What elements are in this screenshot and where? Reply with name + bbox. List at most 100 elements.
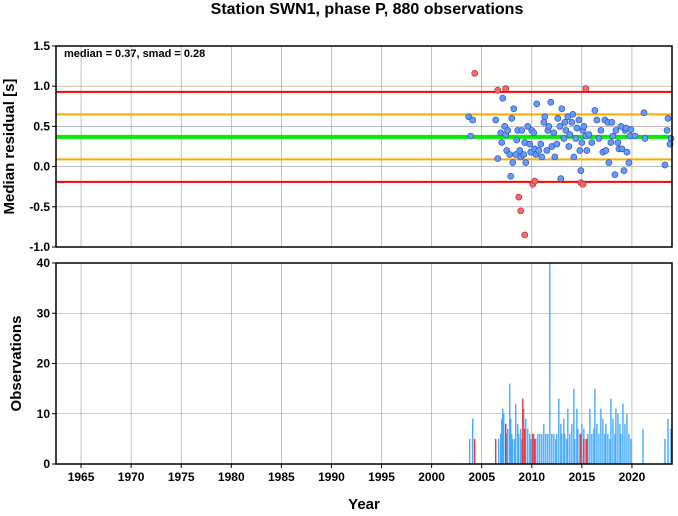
residual-point [556, 123, 564, 130]
residual-point [588, 139, 596, 146]
residual-point [526, 140, 534, 148]
residual-point [541, 113, 549, 121]
residual-point [625, 159, 633, 166]
residual-point [631, 132, 639, 140]
residual-point [640, 109, 648, 117]
residual-point [661, 161, 669, 169]
x-axis-label: Year [348, 496, 380, 511]
residual-point [641, 135, 649, 142]
residual-y-axis-label: Median residual [s] [1, 79, 18, 215]
residual-point [533, 100, 541, 108]
residual-point [605, 159, 613, 166]
residual-point [535, 147, 543, 154]
outlier-point [521, 231, 529, 239]
y-tick-label: 0.0 [33, 160, 50, 174]
residual-point [663, 127, 671, 134]
x-tick-label: 1965 [68, 470, 95, 484]
x-tick-label: 2000 [418, 470, 445, 484]
residual-point [507, 172, 515, 180]
residual-point [566, 131, 574, 138]
y-tick-label: 40 [37, 256, 51, 270]
y-tick-label: 0 [43, 457, 50, 471]
outlier-point [582, 85, 590, 92]
residual-point [510, 105, 518, 113]
residual-point [602, 147, 610, 154]
y-tick-label: 1.5 [33, 39, 50, 53]
residual-point [560, 135, 568, 142]
residual-point [557, 175, 565, 183]
outlier-point [515, 193, 523, 201]
observations-y-ticks: 0 10 20 30 40 [37, 256, 56, 471]
residual-point [540, 119, 548, 126]
y-tick-label: 30 [37, 306, 51, 320]
residual-point [597, 127, 605, 134]
y-tick-label: -1.0 [29, 240, 50, 254]
x-tick-label: 2020 [619, 470, 646, 484]
residual-point [494, 155, 502, 162]
residual-point [593, 116, 601, 124]
y-tick-label: -0.5 [29, 200, 50, 214]
residual-point [627, 126, 635, 133]
x-tick-label: 1995 [368, 470, 395, 484]
observations-y-axis-label: Observations [8, 316, 25, 412]
residual-point [577, 167, 585, 174]
outlier-point [517, 207, 525, 215]
residual-point [558, 105, 566, 113]
residual-y-ticks: -1.0 -0.5 0.0 0.5 1.0 1.5 [29, 39, 56, 254]
residual-point [612, 127, 620, 134]
residual-point [537, 140, 545, 148]
residual-point [575, 116, 583, 124]
residual-point [516, 147, 524, 154]
y-tick-label: 0.5 [33, 119, 50, 133]
residual-panel-grid [56, 45, 672, 248]
y-tick-label: 10 [37, 407, 51, 421]
residual-point [509, 159, 517, 166]
residual-point [506, 151, 514, 158]
residual-point [609, 132, 617, 140]
residual-point [623, 148, 631, 156]
observation-bars [468, 263, 672, 464]
residual-point [585, 131, 593, 138]
residual-point [550, 129, 558, 137]
residual-point [508, 115, 516, 122]
x-tick-label: 2015 [569, 470, 596, 484]
residual-point [618, 145, 626, 153]
residual-point [578, 139, 586, 146]
x-tick-label: 1980 [218, 470, 245, 484]
residual-point [522, 159, 530, 166]
residual-point [620, 167, 628, 174]
residual-point [608, 119, 616, 126]
residual-point [580, 123, 588, 130]
residual-point [591, 106, 599, 114]
residual-point [614, 139, 622, 146]
residual-point [492, 116, 500, 124]
residual-point [524, 123, 532, 130]
residual-point [513, 136, 521, 144]
residual-panel-frame [55, 45, 673, 248]
outlier-point [531, 177, 539, 185]
residual-point [573, 124, 581, 132]
residual-point [499, 94, 507, 102]
residual-point [562, 127, 570, 134]
residual-point [570, 153, 578, 161]
residual-point [561, 119, 569, 126]
x-tick-label: 1975 [168, 470, 195, 484]
chart-title: Station SWN1, phase P, 880 observations [211, 1, 524, 18]
outlier-point [471, 69, 479, 77]
year-x-ticks: 1965 1970 1975 1980 1985 1990 1995 2000 2005 2010… [68, 464, 646, 484]
residual-point [569, 110, 577, 118]
residual-point [547, 98, 555, 106]
residual-point [572, 135, 580, 142]
residual-point [667, 135, 675, 142]
x-tick-label: 2010 [518, 470, 545, 484]
x-tick-label: 2005 [468, 470, 495, 484]
residual-point [530, 129, 538, 137]
residual-point [583, 147, 591, 154]
x-tick-label: 1985 [268, 470, 295, 484]
residual-point [545, 123, 553, 130]
residual-point [576, 147, 584, 154]
residual-points [465, 69, 675, 239]
residual-point [504, 127, 512, 134]
outlier-point [502, 85, 510, 92]
residual-point [553, 140, 561, 148]
